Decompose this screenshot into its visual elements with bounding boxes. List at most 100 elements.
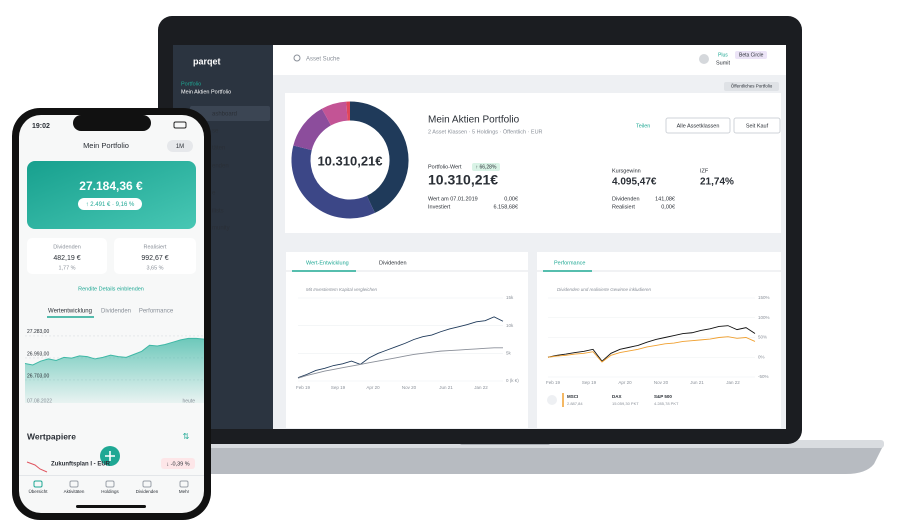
sort-icon[interactable]: ⇅ <box>183 432 190 441</box>
holding-icon <box>26 461 48 473</box>
start-label: Wert am 07.01.2019 <box>428 196 478 202</box>
share-button[interactable]: Teilen <box>636 123 650 129</box>
nav-icon[interactable] <box>33 480 43 488</box>
period-button-bg[interactable] <box>733 117 781 134</box>
start-value: 0,00€ <box>504 196 518 202</box>
range[interactable]: 1M <box>176 144 184 150</box>
range-pill[interactable] <box>167 140 193 152</box>
chart-start: 07.08.2022 <box>27 398 52 404</box>
tab[interactable]: Wert-Entwicklung <box>306 260 349 266</box>
phone-notch <box>73 115 151 131</box>
logo: parqet <box>193 56 221 66</box>
change-badge-bg <box>472 163 500 171</box>
public-badge-bg <box>724 82 779 91</box>
filter-button-bg[interactable] <box>665 117 731 134</box>
nav-icon[interactable] <box>105 480 115 488</box>
x-tick-label: Apr 20 <box>618 380 632 385</box>
legend-name[interactable]: S&P 500 <box>654 394 672 399</box>
x-tick-label: Nov 20 <box>654 380 669 385</box>
period-button[interactable]: Seit Kauf <box>746 123 769 129</box>
stat-label: Realisiert <box>144 244 167 250</box>
stat-percent: 1,77 % <box>58 265 75 271</box>
irr-label: IZF <box>700 168 709 174</box>
stat-card <box>114 238 196 274</box>
y-tick-label: 0 (k €) <box>506 378 519 383</box>
nav-label[interactable]: Holdings <box>101 489 119 494</box>
search-input[interactable]: Asset Suche <box>306 57 340 63</box>
menu-item[interactable]: enden <box>212 164 229 170</box>
menu-item[interactable]: ashboard <box>212 112 237 118</box>
y-tick-label: 26.993,00 <box>27 351 49 357</box>
menu-item[interactable]: se <box>212 129 219 135</box>
menu-item[interactable]: munity <box>212 226 230 232</box>
nav-icon[interactable] <box>69 480 79 488</box>
stat-value: 992,67 € <box>141 255 168 262</box>
y-tick-label: 26.703,00 <box>27 373 49 379</box>
laptop-base <box>128 444 884 474</box>
tab[interactable]: Dividenden <box>379 260 407 266</box>
change: ↑ 2.491 € · 9,16 % <box>86 202 135 208</box>
x-tick-label: Sep 19 <box>582 380 597 385</box>
summary-subtitle: 2 Asset Klassen · 5 Holdings · Öffentlic… <box>428 128 543 135</box>
x-tick-label: Feb 19 <box>296 385 311 390</box>
y-tick-label: 27.283,00 <box>27 329 49 335</box>
holding-name[interactable]: Zukunftsplan I - EUR <box>51 462 111 468</box>
section-title: Wertpapiere <box>27 431 76 441</box>
tab[interactable]: Performance <box>554 260 586 266</box>
add-icon <box>105 451 115 461</box>
donut-segment <box>321 101 349 126</box>
donut-segment <box>293 108 332 151</box>
area-line <box>24 337 205 366</box>
y-tick-label: 150% <box>758 295 770 300</box>
area <box>25 338 204 403</box>
realized-label: Realisiert <box>612 204 635 210</box>
legend-search[interactable] <box>547 395 557 405</box>
invested-label: Investiert <box>428 204 451 210</box>
menu-item[interactable]: ilists <box>212 209 224 215</box>
chart-note[interactable]: Mit Investiertem Kapital vergleichen <box>306 287 378 292</box>
nav-label[interactable]: Mehr <box>179 489 190 494</box>
dividends-value: 141,08€ <box>655 196 675 202</box>
y-tick-label: 50% <box>758 335 767 340</box>
nav-icon[interactable] <box>142 480 152 488</box>
tab[interactable]: Performance <box>139 309 174 315</box>
search-icon <box>293 54 301 62</box>
donut-center: 10.310,21€ <box>317 153 382 168</box>
x-tick-label: Nov 20 <box>402 385 417 390</box>
portfolio-value: 10.310,21€ <box>428 172 498 188</box>
avatar[interactable] <box>699 54 709 64</box>
value-card <box>286 252 528 428</box>
status-time: 19:02 <box>32 123 50 130</box>
menu-item[interactable]: täten <box>212 146 225 152</box>
user-name[interactable]: Sumit <box>716 60 731 66</box>
y-tick-label: 100% <box>758 315 770 320</box>
tab[interactable]: Dividenden <box>101 309 131 315</box>
menu-item[interactable]: e <box>212 191 216 197</box>
invested-value: 6.158,68€ <box>494 204 518 210</box>
details-link[interactable]: Rendite Details einblenden <box>78 286 144 292</box>
portfolio-label: Portfolio <box>181 81 201 87</box>
nav-label[interactable]: Aktivitäten <box>64 489 85 494</box>
beta-badge-bg <box>735 51 767 59</box>
x-tick-label: Jun 21 <box>690 380 704 385</box>
portfolio-name: Mein Aktien Portfolio <box>181 89 231 95</box>
gain-value: 4.095,47€ <box>612 177 657 188</box>
performance-card <box>537 252 781 428</box>
nav-label[interactable]: Dividenden <box>136 489 159 494</box>
topbar <box>273 45 786 75</box>
legend-name[interactable]: MSCI <box>567 394 578 399</box>
series-line <box>547 336 756 363</box>
stat-percent: 3,65 % <box>146 265 163 271</box>
filter-button[interactable]: Alle Assetklassen <box>677 123 720 129</box>
nav-icon[interactable] <box>179 480 189 488</box>
portfolio-selector[interactable]: Mein Portfolio <box>83 141 129 150</box>
tab[interactable]: Wertentwicklung <box>48 309 92 315</box>
nav-label[interactable]: Übersicht <box>28 488 48 494</box>
x-tick-label: Jan 22 <box>474 385 488 390</box>
chart-note[interactable]: Dividenden und realisierte Gewinne inklu… <box>557 287 652 292</box>
legend-name[interactable]: DAX <box>612 394 622 399</box>
series-line <box>547 325 756 362</box>
x-tick-label: Sep 19 <box>331 385 346 390</box>
x-tick-label: Apr 20 <box>366 385 380 390</box>
